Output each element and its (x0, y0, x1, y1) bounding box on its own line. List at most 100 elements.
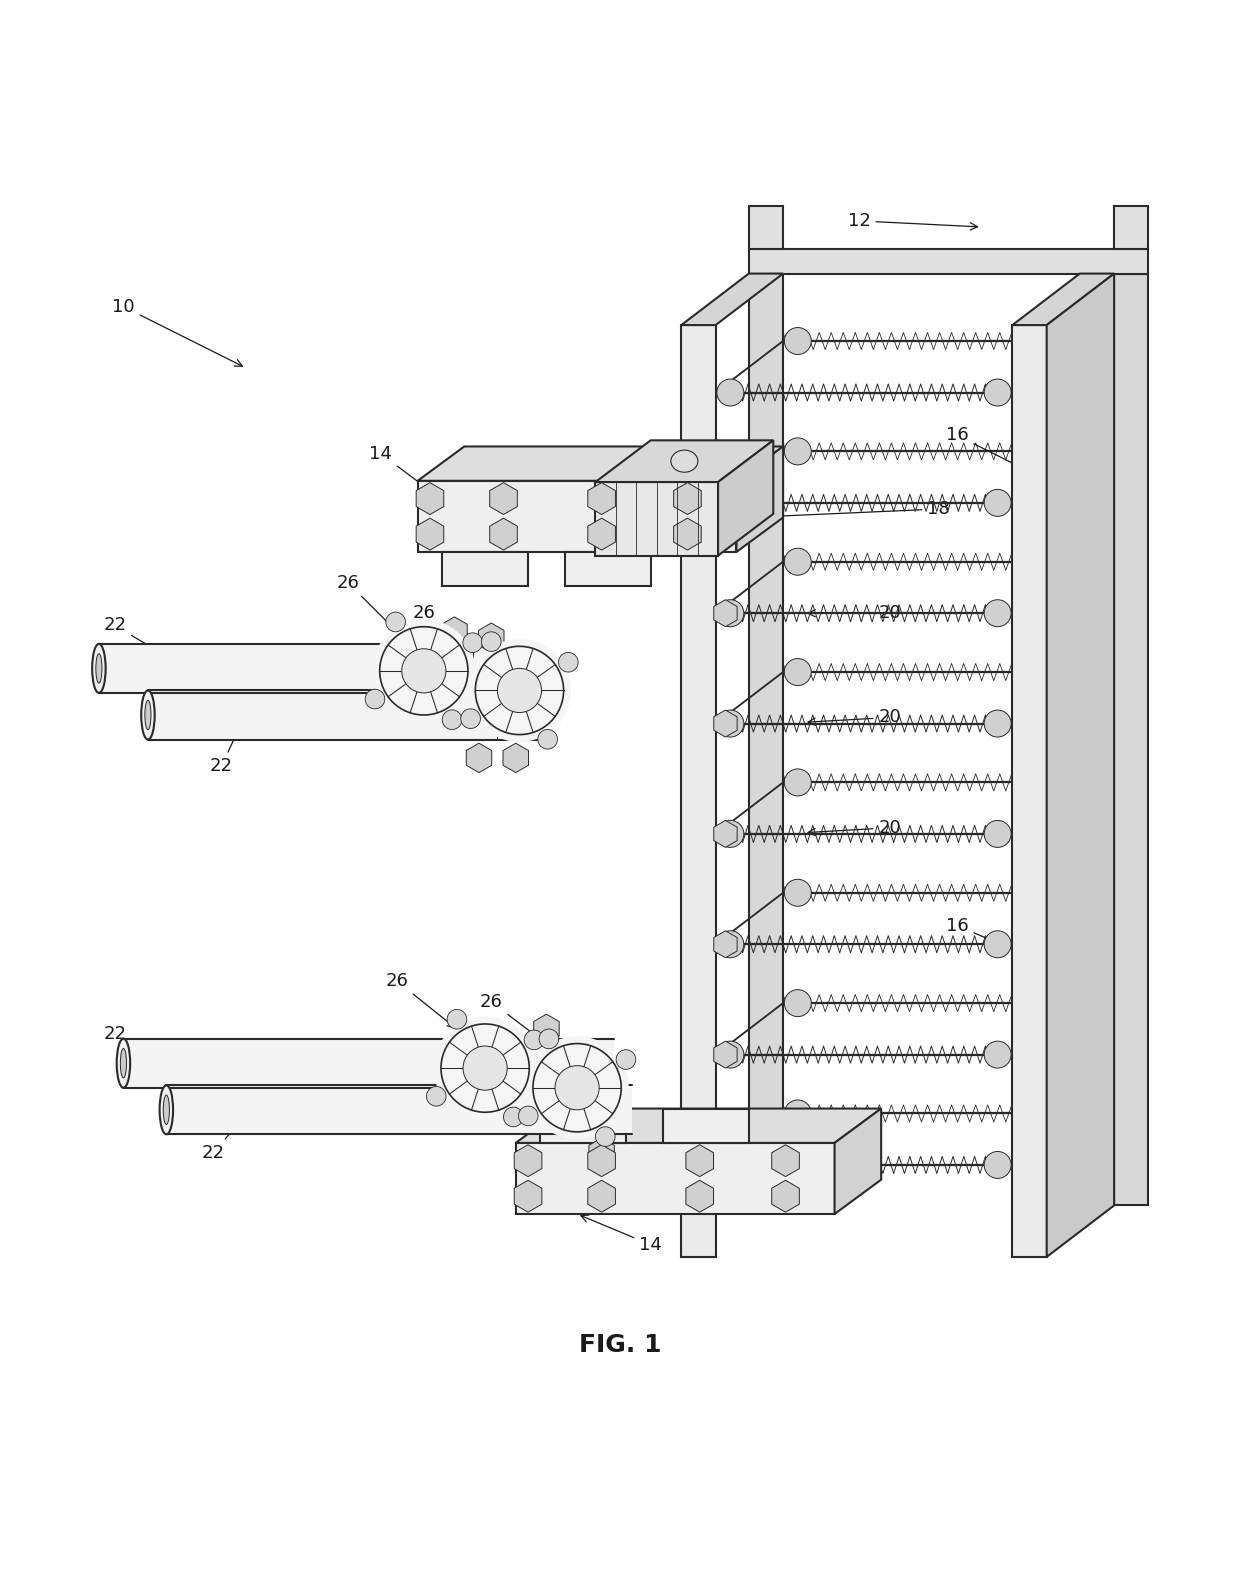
Text: 22: 22 (201, 1123, 239, 1161)
Circle shape (985, 380, 1011, 407)
Text: 20: 20 (808, 819, 901, 837)
Polygon shape (588, 1180, 615, 1212)
Ellipse shape (92, 644, 105, 693)
Circle shape (1071, 903, 1096, 929)
Polygon shape (588, 483, 615, 514)
Circle shape (1086, 438, 1112, 465)
Circle shape (985, 930, 1011, 957)
Circle shape (1071, 462, 1096, 487)
Text: 14: 14 (370, 445, 451, 506)
Circle shape (467, 639, 570, 742)
Polygon shape (417, 519, 444, 551)
Ellipse shape (120, 1049, 126, 1077)
Polygon shape (418, 446, 784, 481)
Circle shape (1086, 658, 1112, 685)
Polygon shape (589, 1137, 614, 1168)
Polygon shape (714, 710, 737, 737)
Polygon shape (835, 1109, 882, 1213)
Polygon shape (595, 440, 774, 483)
Circle shape (461, 709, 480, 728)
Polygon shape (148, 690, 547, 739)
Circle shape (558, 652, 578, 672)
Polygon shape (714, 1041, 737, 1068)
Circle shape (1071, 1125, 1096, 1149)
Polygon shape (515, 1145, 542, 1177)
Polygon shape (673, 519, 702, 551)
Circle shape (784, 658, 811, 685)
Polygon shape (565, 552, 651, 587)
Circle shape (717, 710, 744, 737)
Circle shape (386, 612, 405, 631)
Circle shape (463, 633, 482, 652)
Circle shape (372, 619, 475, 723)
Circle shape (717, 600, 744, 626)
Polygon shape (515, 1180, 542, 1212)
Polygon shape (166, 1085, 632, 1134)
Circle shape (985, 1152, 1011, 1179)
Polygon shape (771, 1145, 800, 1177)
Polygon shape (124, 1039, 614, 1088)
Circle shape (717, 489, 744, 516)
Text: 26: 26 (480, 993, 549, 1046)
Ellipse shape (160, 1085, 174, 1134)
Polygon shape (595, 483, 718, 555)
Ellipse shape (95, 653, 102, 683)
Circle shape (1071, 1014, 1096, 1038)
Text: 20: 20 (808, 709, 901, 726)
Polygon shape (737, 446, 784, 552)
Circle shape (434, 1017, 537, 1120)
Circle shape (985, 489, 1011, 516)
Circle shape (784, 880, 811, 906)
Text: 26: 26 (413, 604, 481, 652)
Polygon shape (417, 483, 444, 514)
Circle shape (1071, 793, 1096, 818)
Polygon shape (99, 644, 522, 693)
Circle shape (717, 380, 744, 407)
Circle shape (985, 1041, 1011, 1068)
Circle shape (518, 1106, 538, 1126)
Circle shape (985, 600, 1011, 626)
Text: 26: 26 (386, 971, 455, 1027)
Circle shape (784, 990, 811, 1017)
Circle shape (616, 1050, 636, 1069)
Polygon shape (490, 483, 517, 514)
Ellipse shape (145, 701, 151, 729)
Circle shape (503, 1107, 523, 1126)
Ellipse shape (671, 451, 698, 471)
Polygon shape (771, 1180, 800, 1212)
Text: 22: 22 (103, 1025, 175, 1055)
Circle shape (784, 549, 811, 576)
Text: 16: 16 (946, 427, 1027, 470)
Ellipse shape (141, 690, 155, 739)
Circle shape (717, 1041, 744, 1068)
Circle shape (1086, 1099, 1112, 1126)
Circle shape (784, 327, 811, 354)
Polygon shape (533, 1014, 559, 1044)
Circle shape (784, 769, 811, 796)
Circle shape (1086, 769, 1112, 796)
Text: 20: 20 (808, 604, 901, 622)
Circle shape (1071, 683, 1096, 707)
Circle shape (539, 1028, 559, 1049)
Polygon shape (749, 248, 1148, 274)
Circle shape (784, 438, 811, 465)
Circle shape (985, 821, 1011, 848)
Circle shape (463, 1046, 507, 1090)
Text: 22: 22 (103, 617, 162, 653)
Circle shape (526, 1036, 629, 1139)
Polygon shape (686, 1145, 713, 1177)
Circle shape (556, 1066, 599, 1111)
Circle shape (717, 821, 744, 848)
Polygon shape (749, 206, 784, 248)
Text: 12: 12 (848, 212, 977, 229)
Circle shape (443, 710, 461, 729)
Ellipse shape (117, 1039, 130, 1088)
Circle shape (595, 1126, 615, 1147)
Circle shape (1071, 573, 1096, 596)
Polygon shape (673, 483, 702, 514)
Polygon shape (714, 930, 737, 957)
Polygon shape (1012, 274, 1114, 324)
Circle shape (427, 1087, 446, 1106)
Circle shape (448, 1009, 466, 1028)
Polygon shape (681, 274, 784, 324)
